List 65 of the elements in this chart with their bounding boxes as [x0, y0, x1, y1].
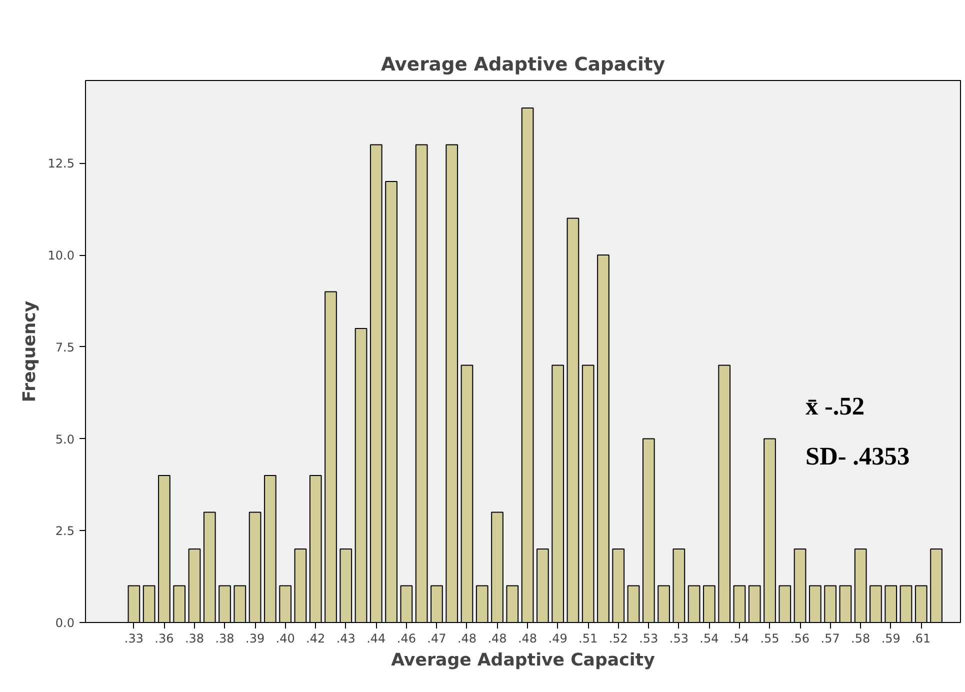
- y-tick-label: 12.5: [48, 156, 74, 171]
- bar: [415, 144, 428, 622]
- x-axis-title: Average Adaptive Capacity: [391, 650, 655, 670]
- x-tick-label: .43: [336, 632, 356, 646]
- x-tick-label: .53: [669, 632, 688, 646]
- x-tick-label: .59: [881, 632, 900, 646]
- bar: [930, 548, 942, 622]
- bar: [566, 218, 580, 622]
- bar: [294, 548, 307, 622]
- bar: [839, 585, 852, 622]
- y-tick-label: 7.5: [55, 340, 75, 354]
- x-tick-label: .39: [246, 632, 265, 646]
- bar: [173, 585, 186, 622]
- x-tick-label: .54: [730, 632, 750, 646]
- x-tick-label: .47: [427, 632, 446, 646]
- annotation: x̄ -.52: [806, 392, 865, 420]
- x-tick-label: .38: [215, 632, 234, 646]
- bar: [354, 328, 368, 622]
- x-tick-label: .52: [608, 632, 628, 646]
- x-tick-label: .53: [639, 632, 658, 646]
- bar: [506, 585, 519, 622]
- bar: [748, 585, 761, 622]
- x-tick-label: .42: [306, 632, 326, 646]
- bar: [446, 144, 458, 622]
- bar: [264, 475, 276, 622]
- bar: [385, 181, 398, 622]
- bar: [597, 254, 610, 622]
- y-tick-label: 2.5: [55, 524, 75, 538]
- bar: [900, 585, 912, 622]
- x-tick-label: .48: [457, 632, 477, 646]
- chart-title: Average Adaptive Capacity: [381, 54, 665, 76]
- x-tick-label: .46: [396, 632, 416, 646]
- bar: [324, 291, 337, 622]
- y-tick-label: 10.0: [48, 248, 74, 263]
- bar: [658, 585, 670, 622]
- bar: [870, 585, 882, 622]
- x-tick-label: .33: [124, 632, 144, 646]
- x-tick-label: .55: [760, 632, 780, 646]
- annotation: SD- .4353: [806, 442, 910, 470]
- bar: [778, 585, 792, 622]
- y-tick-label: 5.0: [55, 432, 75, 446]
- x-tick-label: .58: [851, 632, 870, 646]
- y-axis-title: Frequency: [20, 300, 40, 402]
- x-tick-label: .51: [578, 632, 598, 646]
- bar: [688, 585, 700, 622]
- bar: [476, 585, 488, 622]
- y-tick-label: 0.0: [55, 616, 75, 630]
- x-tick-label: .54: [700, 632, 719, 646]
- bar: [536, 548, 549, 622]
- x-tick-label: .48: [518, 632, 538, 646]
- x-tick-label: .38: [184, 632, 204, 646]
- x-tick-label: .48: [488, 632, 507, 646]
- bar: [808, 585, 822, 622]
- x-tick-label: .40: [276, 632, 295, 646]
- bar: [203, 512, 216, 622]
- x-tick-label: .56: [790, 632, 810, 646]
- x-tick-label: .44: [366, 632, 386, 646]
- bar: [627, 585, 640, 622]
- x-tick-label: .57: [820, 632, 840, 646]
- bar: [142, 585, 156, 622]
- bar: [234, 585, 246, 622]
- x-tick-label: .36: [154, 632, 174, 646]
- x-tick-label: .49: [548, 632, 568, 646]
- x-tick-label: .61: [912, 632, 931, 646]
- bar: [718, 364, 731, 622]
